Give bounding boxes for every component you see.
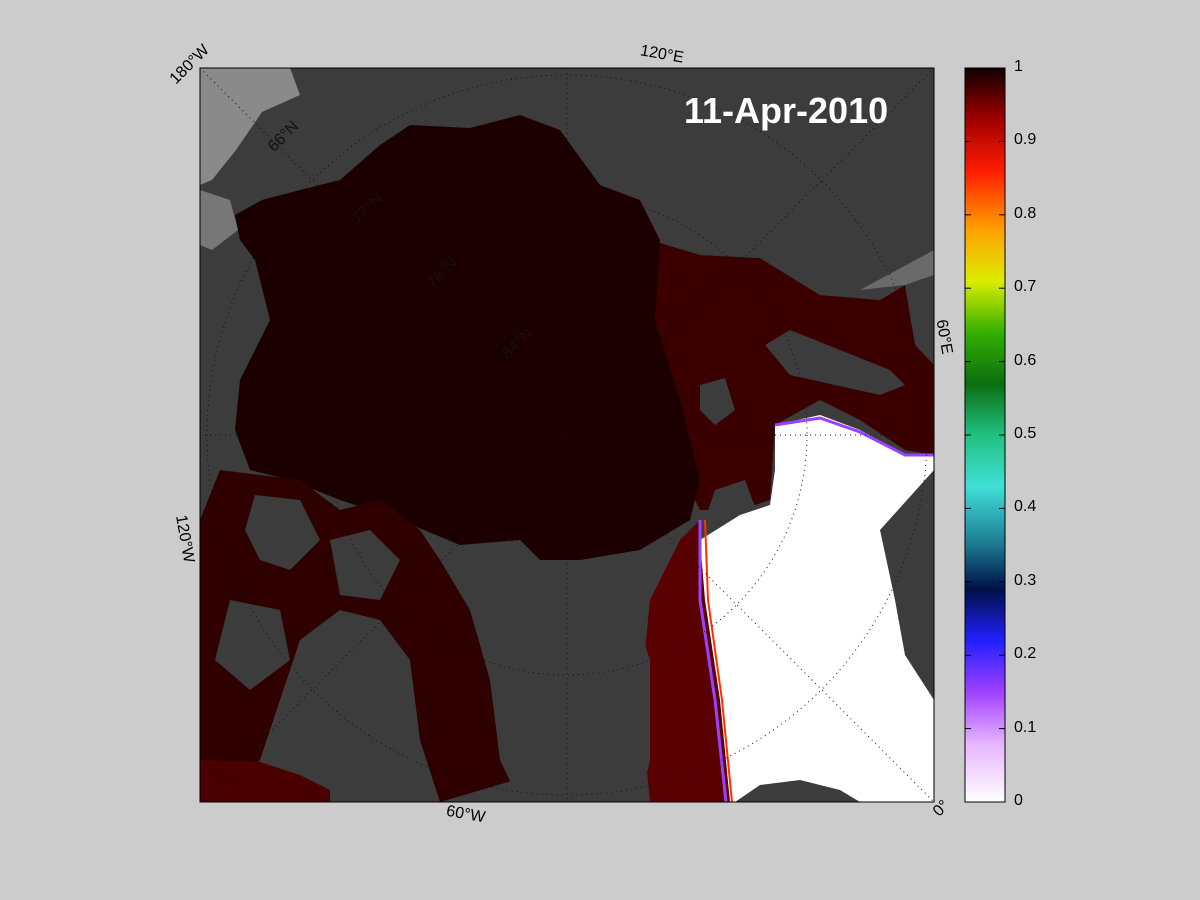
map-frame: [199, 67, 935, 803]
island: [215, 600, 290, 690]
open-water: [700, 415, 934, 802]
novaya-zemlya-landmass: [765, 330, 905, 395]
island: [300, 650, 400, 760]
land-light-patch: [200, 190, 238, 250]
svalbard-island: [700, 378, 735, 425]
colorbar-tick-label: 0: [1014, 792, 1023, 809]
colorbar-tick-label: 0.7: [1014, 278, 1037, 296]
land-light-patch: [200, 68, 300, 185]
colorbar-tick-label: 1: [1014, 58, 1023, 75]
scandinavia-landmass: [880, 470, 934, 700]
colorbar-tick-label: 0.5: [1014, 425, 1037, 442]
island: [245, 495, 320, 570]
colorbar-tick-label: 0.9: [1014, 131, 1037, 149]
colorbar: [964, 67, 1006, 803]
colorbar-tick-label: 0.2: [1014, 645, 1037, 663]
colorbar-tick-label: 0.8: [1014, 204, 1037, 222]
ice-edge: [698, 520, 728, 802]
land-light-patch: [860, 250, 934, 290]
ice-edge: [774, 416, 934, 457]
ice-edge: [704, 519, 733, 802]
colorbar-tick-label: 0.3: [1014, 571, 1037, 589]
polar-map: [200, 68, 934, 802]
greenland-sea-ice: [640, 520, 730, 802]
hudson-bay-ice: [200, 760, 330, 802]
colorbar-tick-marks: [965, 67, 1005, 803]
greenland-landmass: [470, 560, 650, 802]
central-arctic-ice: [235, 115, 700, 560]
colorbar-tick-label: 0.1: [1014, 718, 1037, 736]
colorbar-tick-label: 0.6: [1014, 351, 1037, 369]
graticule: [200, 68, 934, 802]
iceland-landmass: [735, 780, 860, 802]
siberia-landmass: [540, 68, 934, 300]
colorbar-tick-label: 0.4: [1014, 498, 1037, 516]
island: [330, 530, 400, 600]
date-title: 11-Apr-2010: [684, 90, 889, 131]
